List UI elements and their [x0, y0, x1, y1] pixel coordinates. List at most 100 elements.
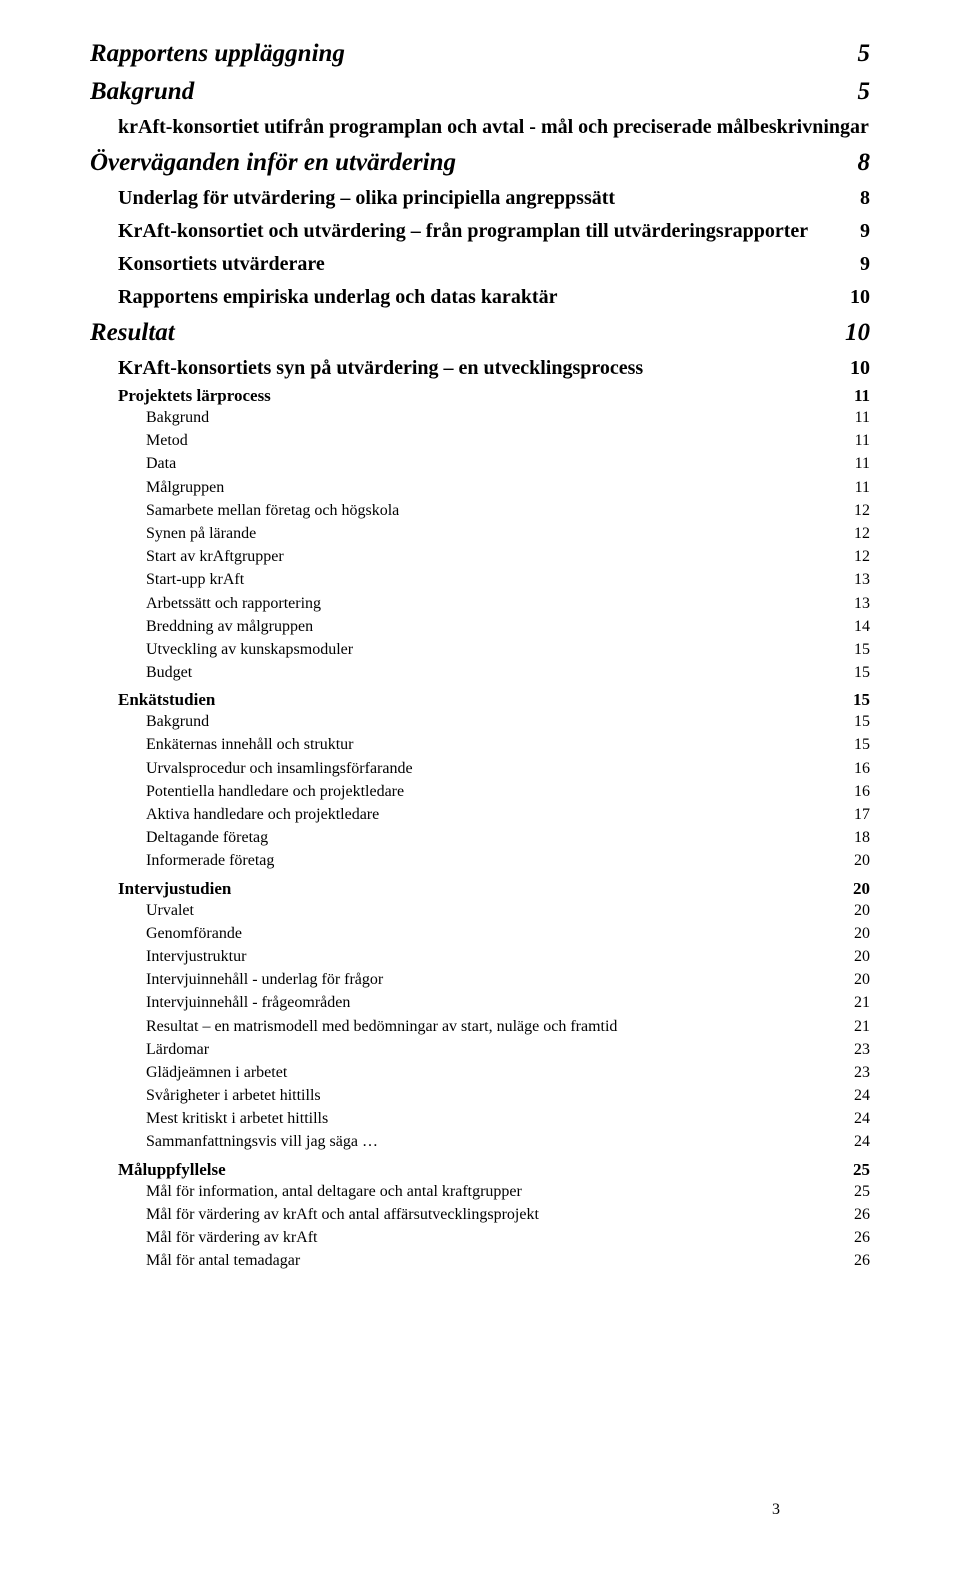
- toc-entry-label: Urvalet: [146, 899, 194, 922]
- toc-entry-page: 25: [853, 1160, 870, 1180]
- toc-entry-label: KrAft-konsortiets syn på utvärdering – e…: [118, 357, 643, 380]
- toc-entry-page: 20: [854, 899, 870, 922]
- toc-entry-label: Deltagande företag: [146, 826, 268, 849]
- toc-entry-label: Bakgrund: [146, 710, 209, 733]
- toc-entry-label: Mål för information, antal deltagare och…: [146, 1180, 522, 1203]
- toc-entry-page: 20: [854, 945, 870, 968]
- toc-entry-page: 11: [854, 386, 870, 406]
- toc-entry-label: Målgruppen: [146, 476, 224, 499]
- toc-entry: Urvalsprocedur och insamlingsförfarande 1…: [146, 757, 870, 780]
- toc-entry: Data11: [146, 452, 870, 475]
- toc-entry-page: 24: [854, 1107, 870, 1130]
- toc-entry-label: Aktiva handledare och projektledare: [146, 803, 379, 826]
- toc-entry-label: Svårigheter i arbetet hittills: [146, 1084, 321, 1107]
- toc-entry-label: Start av krAftgrupper: [146, 545, 284, 568]
- toc-entry-label: Bakgrund: [146, 406, 209, 429]
- toc-entry-page: 24: [854, 1130, 870, 1153]
- toc-entry-page: 17: [854, 803, 870, 826]
- toc-entry-page: 11: [855, 452, 870, 475]
- toc-entry-page: 20: [854, 849, 870, 872]
- toc-entry-page: 10: [845, 319, 870, 347]
- toc-entry-page: 13: [854, 592, 870, 615]
- toc-entry-page: 10: [850, 286, 870, 309]
- toc-entry-label: Glädjeämnen i arbetet: [146, 1061, 287, 1084]
- toc-entry: Metod11: [146, 429, 870, 452]
- toc-entry: KrAft-konsortiet och utvärdering – från …: [118, 220, 870, 243]
- toc-entry: Informerade företag 20: [146, 849, 870, 872]
- toc-entry-label: Samarbete mellan företag och högskola: [146, 499, 399, 522]
- toc-entry: Intervjustudien 20: [118, 879, 870, 899]
- toc-entry-page: 26: [854, 1203, 870, 1226]
- toc-entry-label: Intervjustruktur: [146, 945, 246, 968]
- toc-entry: Målgruppen11: [146, 476, 870, 499]
- toc-entry-label: Intervjuinnehåll - underlag för frågor: [146, 968, 383, 991]
- toc-entry-label: Intervjustudien: [118, 879, 231, 899]
- toc-entry-label: Potentiella handledare och projektledare: [146, 780, 404, 803]
- toc-entry-page: 20: [854, 922, 870, 945]
- toc-entry-label: Urvalsprocedur och insamlingsförfarande: [146, 757, 413, 780]
- toc-entry: Mål för värdering av krAft26: [146, 1226, 870, 1249]
- toc-entry-label: Rapportens uppläggning: [90, 40, 345, 68]
- toc-entry-label: Enkätstudien: [118, 690, 215, 710]
- toc-entry-label: Resultat – en matrismodell med bedömning…: [146, 1015, 617, 1038]
- toc-entry: Projektets lärprocess11: [118, 386, 870, 406]
- toc-entry-label: Informerade företag: [146, 849, 274, 872]
- toc-entry: Budget15: [146, 661, 870, 684]
- toc-entry: Intervjuinnehåll - frågeområden 21: [146, 991, 870, 1014]
- toc-entry-label: Intervjuinnehåll - frågeområden: [146, 991, 350, 1014]
- toc-entry: Genomförande 20: [146, 922, 870, 945]
- toc-entry-label: Synen på lärande: [146, 522, 256, 545]
- toc-entry-label: Mest kritiskt i arbetet hittills: [146, 1107, 328, 1130]
- toc-entry: Mål för information, antal deltagare och…: [146, 1180, 870, 1203]
- toc-entry: Mest kritiskt i arbetet hittills 24: [146, 1107, 870, 1130]
- toc-entry-page: 21: [854, 991, 870, 1014]
- toc-entry: krAft-konsortiet utifrån programplan och…: [118, 116, 870, 139]
- toc-entry-label: KrAft-konsortiet och utvärdering – från …: [118, 220, 808, 243]
- toc-entry-label: krAft-konsortiet utifrån programplan och…: [118, 116, 869, 139]
- toc-entry-page: 23: [854, 1038, 870, 1061]
- toc-entry-label: Genomförande: [146, 922, 242, 945]
- toc-entry-page: 10: [850, 357, 870, 380]
- toc-entry: Resultat10: [90, 319, 870, 347]
- toc-entry-page: 13: [854, 568, 870, 591]
- toc-entry: Breddning av målgruppen14: [146, 615, 870, 638]
- toc-entry-label: Sammanfattningsvis vill jag säga …: [146, 1130, 378, 1153]
- toc-entry: Utveckling av kunskapsmoduler15: [146, 638, 870, 661]
- toc-entry: Enkäternas innehåll och struktur15: [146, 733, 870, 756]
- table-of-contents: Rapportens uppläggning5Bakgrund5krAft-ko…: [90, 40, 870, 1272]
- toc-entry: Enkätstudien 15: [118, 690, 870, 710]
- toc-entry: Måluppfyllelse25: [118, 1160, 870, 1180]
- toc-entry-page: 9: [860, 220, 870, 243]
- toc-entry-label: Arbetssätt och rapportering: [146, 592, 321, 615]
- toc-entry-label: Konsortiets utvärderare: [118, 253, 325, 276]
- toc-entry-label: Start-upp krAft: [146, 568, 244, 591]
- toc-entry-page: 16: [854, 780, 870, 803]
- toc-entry: Överväganden inför en utvärdering8: [90, 149, 870, 177]
- toc-entry: Mål för antal temadagar26: [146, 1249, 870, 1272]
- toc-entry: Samarbete mellan företag och högskola12: [146, 499, 870, 522]
- toc-entry-page: 15: [853, 690, 870, 710]
- toc-entry-page: 21: [854, 1015, 870, 1038]
- toc-entry: Intervjustruktur 20: [146, 945, 870, 968]
- page-number: 3: [772, 1501, 780, 1519]
- toc-entry-page: 8: [858, 149, 871, 177]
- toc-entry-page: 12: [854, 545, 870, 568]
- toc-entry: Start av krAftgrupper 12: [146, 545, 870, 568]
- toc-entry: Aktiva handledare och projektledare 17: [146, 803, 870, 826]
- toc-entry-page: 23: [854, 1061, 870, 1084]
- toc-entry: Arbetssätt och rapportering 13: [146, 592, 870, 615]
- toc-entry-label: Budget: [146, 661, 192, 684]
- toc-entry-page: 16: [854, 757, 870, 780]
- toc-entry-page: 26: [854, 1249, 870, 1272]
- toc-entry: KrAft-konsortiets syn på utvärdering – e…: [118, 357, 870, 380]
- toc-entry-page: 20: [853, 879, 870, 899]
- toc-entry-page: 15: [854, 733, 870, 756]
- toc-entry-label: Rapportens empiriska underlag och datas …: [118, 286, 557, 309]
- toc-entry: Lärdomar 23: [146, 1038, 870, 1061]
- toc-entry: Bakgrund 15: [146, 710, 870, 733]
- toc-entry-label: Mål för värdering av krAft: [146, 1226, 318, 1249]
- toc-entry-page: 15: [854, 710, 870, 733]
- toc-entry-page: 8: [860, 187, 870, 210]
- toc-entry-label: Lärdomar: [146, 1038, 209, 1061]
- toc-entry: Start-upp krAft 13: [146, 568, 870, 591]
